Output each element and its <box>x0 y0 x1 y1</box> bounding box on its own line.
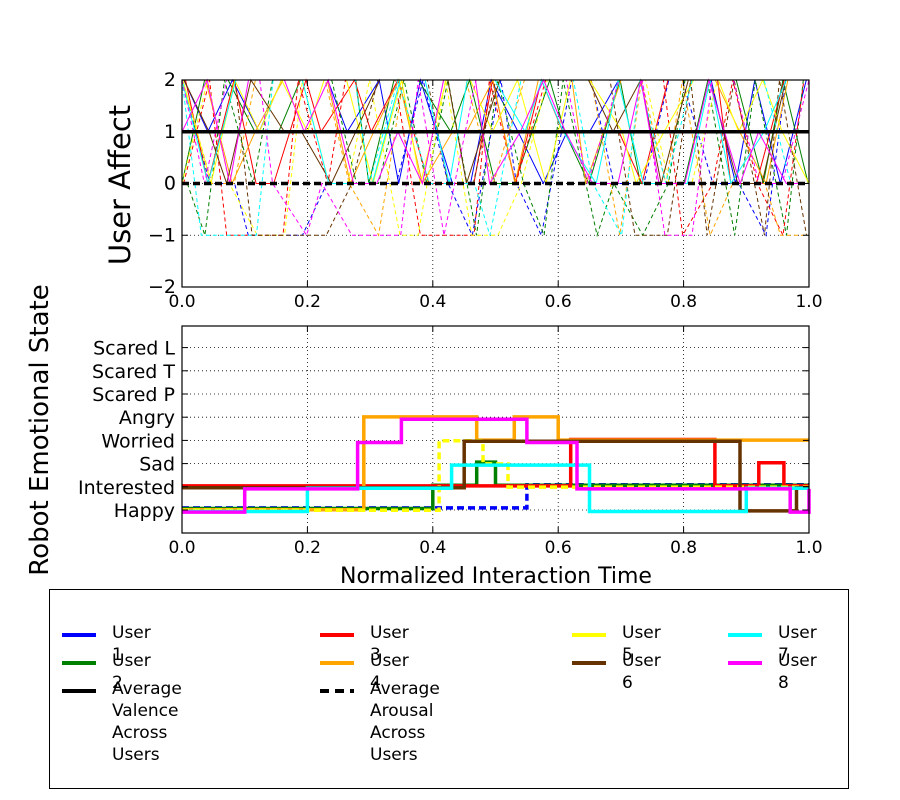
legend-swatch <box>728 633 762 637</box>
top-ytick-label: 1 <box>164 121 176 143</box>
legend-swatch <box>62 689 96 693</box>
robot-state-panel: 0.0 0.2 0.4 0.6 0.8 1.0 HappyInterestedSadWor… <box>25 284 823 589</box>
legend-swatch <box>62 661 96 665</box>
bottom-state-traces <box>182 415 811 514</box>
legend-label: User 7 <box>778 623 817 665</box>
bottom-ytick-label: Scared P <box>92 384 175 406</box>
top-ytick-label: 2 <box>164 69 176 91</box>
legend-swatch <box>62 633 96 637</box>
bottom-xtick-label: 0.0 <box>168 538 195 558</box>
bottom-ytick-label: Sad <box>139 454 175 476</box>
top-ytick-label: −2 <box>148 276 176 298</box>
legend-swatch <box>320 661 354 665</box>
legend-label: User 3 <box>370 623 409 665</box>
bottom-xtick-label: 0.8 <box>670 538 697 558</box>
top-xtick-label: 0.6 <box>545 292 572 312</box>
top-xtick-label: 1.0 <box>795 292 822 312</box>
top-y-ticks: −2 −1 0 1 2 <box>148 69 809 298</box>
state-trace-user-3 <box>182 437 809 488</box>
top-ytick-label: −1 <box>148 224 176 246</box>
legend-label: Average Arousal Across Users <box>370 679 440 765</box>
bottom-plot-frame <box>181 325 810 534</box>
state-trace-user-7 <box>182 463 809 514</box>
top-x-ticks: 0.0 0.2 0.4 0.6 0.8 1.0 <box>168 80 823 312</box>
bottom-xtick-label: 0.6 <box>545 538 572 558</box>
bottom-x-axis-label: Normalized Interaction Time <box>340 564 652 589</box>
bottom-xtick-label: 1.0 <box>795 538 822 558</box>
state-trace-user-8 <box>182 417 811 514</box>
bottom-ytick-label: Worried <box>101 430 175 452</box>
top-trace-user-8-solid <box>181 78 809 186</box>
legend-label: Average Valence Across Users <box>112 679 182 765</box>
legend-label: User 4 <box>370 651 409 693</box>
top-xtick-label: 0.2 <box>294 292 321 312</box>
legend: User 1 User 3 User 5 User 7 User 2 User 4 User… <box>49 589 849 789</box>
bottom-ytick-label: Scared L <box>93 338 175 360</box>
legend-label: User 2 <box>112 651 151 693</box>
bottom-ytick-label: Scared T <box>92 361 175 383</box>
bottom-ytick-label: Angry <box>119 407 175 429</box>
top-average-lines <box>182 130 809 186</box>
bottom-x-ticks: 0.0 0.2 0.4 0.6 0.8 1.0 <box>168 326 823 558</box>
state-trace-user-6 <box>182 439 809 513</box>
state-trace-user-5 <box>182 438 809 513</box>
legend-label: User 8 <box>778 651 817 693</box>
user-affect-panel: 0.0 0.2 0.4 0.6 0.8 1.0 −2 −1 0 1 2 User Affect <box>103 69 823 312</box>
bottom-xtick-label: 0.2 <box>294 538 321 558</box>
bottom-xtick-label: 0.4 <box>419 538 446 558</box>
state-trace-user-2 <box>182 460 809 511</box>
legend-label: User 6 <box>622 651 661 693</box>
legend-label: User 1 <box>112 623 151 665</box>
bottom-ytick-label: Happy <box>114 500 175 522</box>
bottom-plot-area <box>182 326 809 533</box>
legend-swatch <box>728 661 762 665</box>
top-trace-user-3-dashed <box>183 79 805 237</box>
top-xtick-label: 0.4 <box>419 292 446 312</box>
legend-swatch <box>320 689 354 693</box>
bottom-ytick-label: Interested <box>78 477 175 499</box>
top-y-axis-label: User Affect <box>103 105 137 265</box>
legend-label: User 5 <box>622 623 661 665</box>
legend-swatch <box>320 633 354 637</box>
bottom-y-axis-label: Robot Emotional State <box>25 284 55 575</box>
top-xtick-label: 0.8 <box>670 292 697 312</box>
top-trace-user-5-dashed <box>181 79 809 236</box>
legend-swatch <box>572 661 606 665</box>
top-ytick-label: 0 <box>164 173 176 195</box>
legend-swatch <box>572 633 606 637</box>
top-xtick-label: 0.0 <box>168 292 195 312</box>
